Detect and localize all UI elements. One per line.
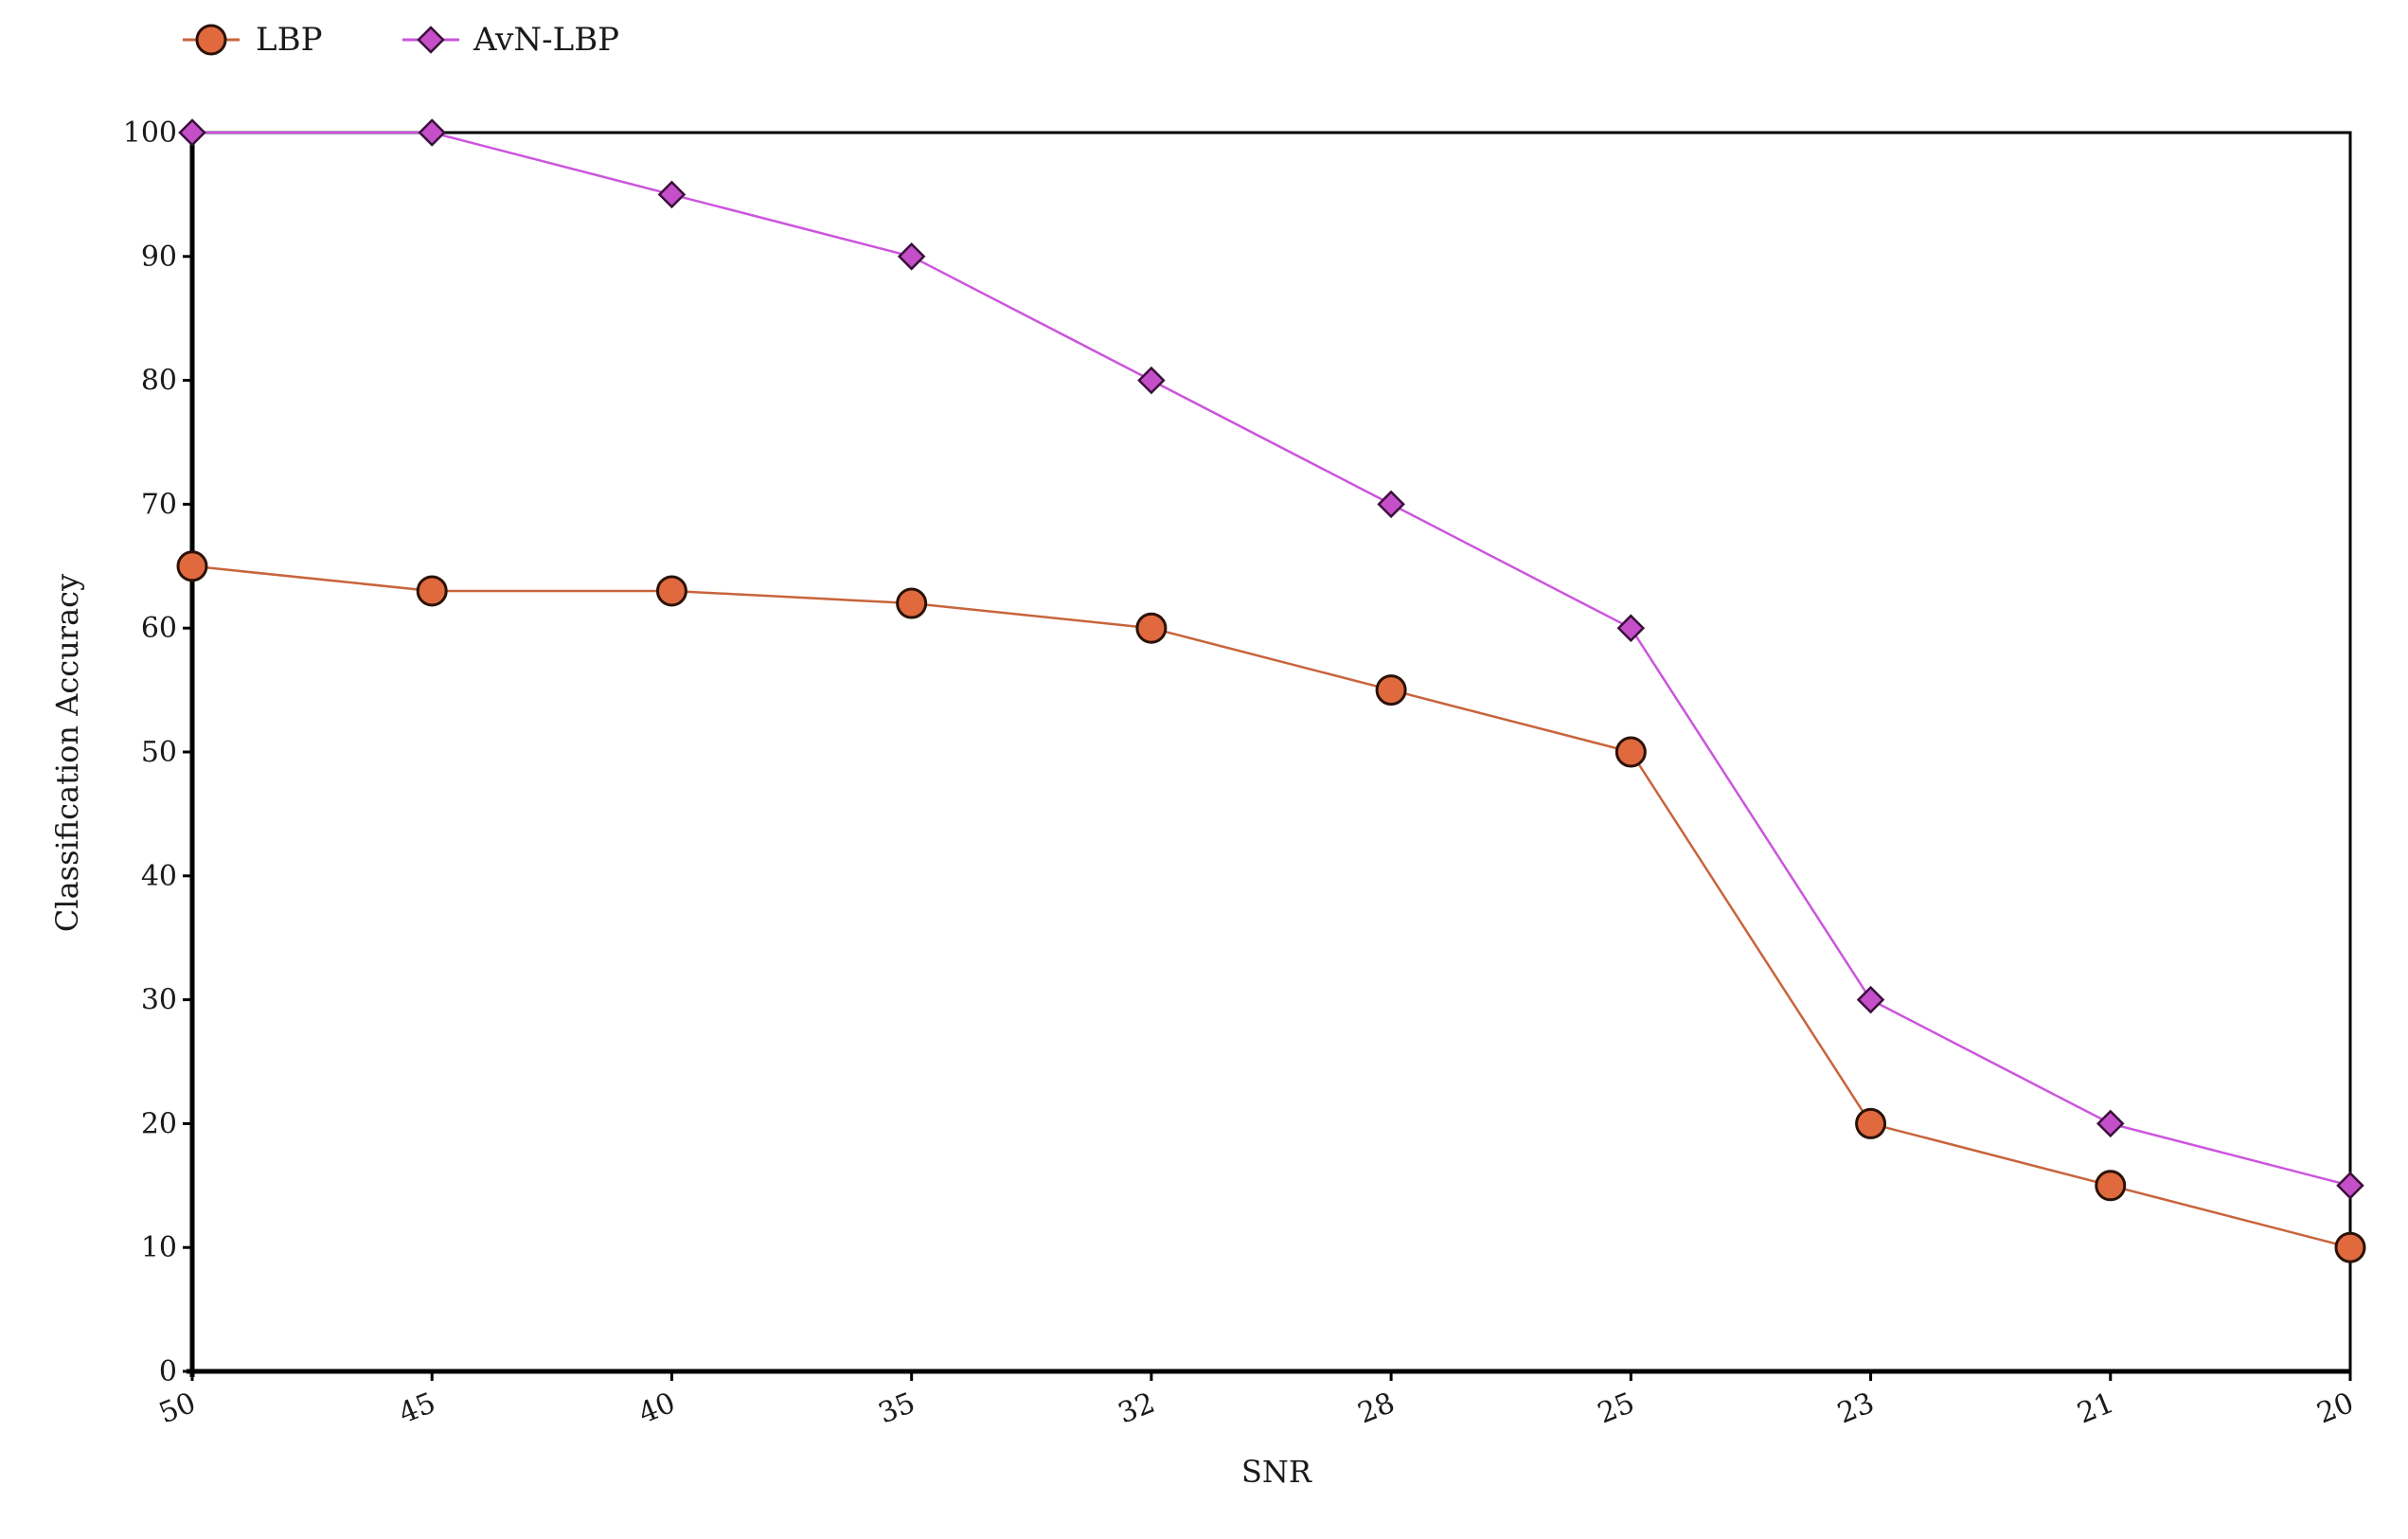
data-point [2095, 1170, 2127, 1202]
x-tick-label: 40 [634, 1387, 681, 1431]
x-tick-label: 23 [1833, 1387, 1880, 1431]
data-point [2334, 1231, 2366, 1263]
x-tick-label: 45 [394, 1387, 440, 1431]
data-point [176, 550, 208, 582]
x-tick-label: 28 [1353, 1387, 1400, 1431]
y-tick-label: 0 [159, 1355, 177, 1388]
data-point [1375, 674, 1407, 707]
y-axis: 0 10 20 30 40 50 60 70 80 90 100 [123, 116, 195, 1388]
plot-border [190, 131, 2352, 1373]
data-point [655, 575, 687, 607]
y-tick-label: 70 [141, 488, 177, 521]
data-point [416, 575, 448, 607]
y-tick-label: 90 [141, 241, 177, 274]
data-point [1616, 614, 1646, 642]
x-tick-label: 35 [874, 1387, 920, 1431]
x-tick-label: 32 [1114, 1387, 1160, 1431]
data-point [1137, 366, 1166, 395]
data-point [418, 118, 446, 147]
x-axis-title: SNR [1241, 1454, 1312, 1490]
data-point [1614, 736, 1647, 768]
y-tick-label: 60 [141, 612, 177, 645]
data-point [897, 242, 926, 271]
x-tick-label: 20 [2312, 1387, 2359, 1431]
y-tick-label: 20 [141, 1107, 177, 1140]
data-point [2096, 1109, 2125, 1138]
legend-item: LBP [183, 21, 322, 59]
data-point [657, 180, 687, 209]
series-lbp [176, 550, 2366, 1263]
data-point [178, 118, 206, 147]
x-axis: 50 45 40 35 32 28 25 23 21 20 [154, 1369, 2359, 1431]
data-point [1856, 985, 1885, 1014]
y-tick-label: 100 [123, 116, 177, 150]
data-point [1377, 490, 1405, 519]
series-line [192, 131, 2351, 1188]
legend-label: AvN-LBP [473, 21, 619, 59]
x-tick-label: 25 [1594, 1387, 1640, 1431]
legend: LBP AvN-LBP [183, 21, 619, 59]
data-point [1135, 612, 1168, 644]
data-point [1855, 1107, 1887, 1139]
y-tick-label: 50 [141, 736, 177, 769]
series-layer [176, 118, 2366, 1263]
x-tick-label: 21 [2073, 1387, 2119, 1431]
y-tick-label: 40 [141, 860, 177, 893]
y-tick-label: 30 [141, 984, 177, 1017]
plot-frame [190, 131, 2352, 1373]
y-tick-label: 80 [141, 365, 177, 398]
legend-marker [195, 24, 227, 56]
y-tick-label: 10 [141, 1231, 177, 1264]
legend-marker [417, 26, 445, 54]
legend-item: AvN-LBP [402, 21, 619, 59]
y-axis-title: Classification Accuracy [49, 574, 85, 932]
legend-label: LBP [256, 21, 322, 59]
x-tick-label: 50 [154, 1387, 201, 1431]
series-avn-lbp [178, 118, 2364, 1200]
data-point [2336, 1172, 2364, 1200]
data-point [896, 587, 928, 619]
series-line [191, 564, 2351, 1249]
